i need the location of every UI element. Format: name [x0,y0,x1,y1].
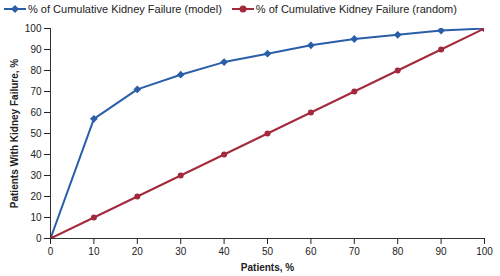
svg-text:100: 100 [476,246,493,257]
svg-text:30: 30 [175,246,187,257]
svg-text:Patients, %: Patients, % [241,262,294,273]
svg-text:80: 80 [30,65,42,76]
html-text:% of Cumulative Kidney Failure: % of Cumulative Kidney Failure (model) [28,3,222,15]
svg-text:40: 40 [30,149,42,160]
svg-text:0: 0 [36,233,42,244]
svg-text:50: 50 [30,128,42,139]
svg-text:20: 20 [30,191,42,202]
svg-text:60: 60 [30,107,42,118]
svg-text:70: 70 [349,246,361,257]
svg-text:90: 90 [30,44,42,55]
svg-text:30: 30 [30,170,42,181]
svg-text:60: 60 [305,246,317,257]
svg-text:10: 10 [88,246,100,257]
svg-text:20: 20 [132,246,144,257]
html-text:% of Cumulative Kidney Failure: % of Cumulative Kidney Failure (random) [255,3,457,15]
svg-text:40: 40 [219,246,231,257]
svg-text:100: 100 [25,23,42,34]
svg-text:0: 0 [48,246,54,257]
svg-text:Patients With Kidney Failure,: Patients With Kidney Failure, % [9,59,20,208]
svg-text:90: 90 [436,246,448,257]
svg-text:50: 50 [262,246,274,257]
svg-text:80: 80 [392,246,404,257]
svg-text:10: 10 [30,212,42,223]
svg-text:70: 70 [30,86,42,97]
